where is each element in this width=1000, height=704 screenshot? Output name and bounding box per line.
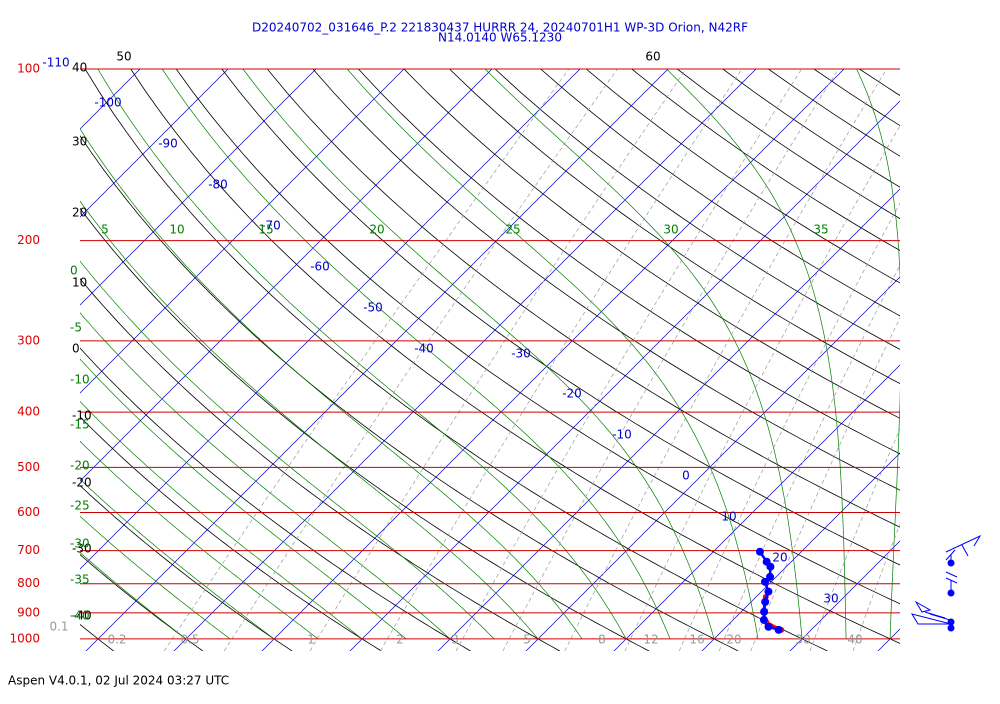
moist-label: -15 (70, 418, 90, 432)
moist-label: -35 (70, 573, 90, 587)
moist-label: -20 (70, 459, 90, 473)
isotherm-label: 0 (682, 469, 690, 483)
isotherm-label: -20 (562, 387, 582, 401)
temperature-point (766, 563, 774, 571)
isotherm-label: -50 (363, 301, 383, 315)
temperature-point (764, 623, 772, 631)
isotherm-label: -40 (414, 342, 434, 356)
pressure-label: 600 (17, 505, 40, 519)
adiabat-label: 10 (72, 276, 87, 290)
temperature-point (761, 598, 769, 606)
moist-label: -5 (70, 321, 82, 335)
temperature-point (760, 608, 768, 616)
moist-label: 15 (258, 223, 273, 237)
mixing-ratio-label: 5 (523, 633, 531, 647)
pressure-label: 200 (17, 233, 40, 247)
moist-label: 20 (369, 223, 384, 237)
pressure-label: 700 (17, 543, 40, 557)
isotherm-label: -100 (94, 96, 121, 110)
adiabat-label: -20 (72, 476, 92, 490)
pressure-label: 400 (17, 405, 40, 419)
moist-label: 0 (70, 264, 78, 278)
barb-dot (948, 590, 954, 596)
mixing-ratio-label: 0.1 (49, 620, 68, 634)
moist-label: 5 (101, 223, 109, 237)
mixing-ratio-label: 1 (307, 633, 315, 647)
mixing-ratio-label: 0.5 (180, 633, 199, 647)
barb-dot (948, 560, 954, 566)
isotherm-label: -90 (158, 137, 178, 151)
mixing-ratio-label: 12 (643, 633, 658, 647)
mixing-ratio-label: 8 (598, 633, 606, 647)
isotherm-label: 30 (823, 592, 838, 606)
isotherm-label: -60 (310, 260, 330, 274)
adiabat-label: 20 (72, 206, 87, 220)
pressure-label: 900 (17, 605, 40, 619)
moist-label: -30 (70, 537, 90, 551)
moist-label: -25 (70, 499, 90, 513)
mixing-ratio-label: 16 (689, 633, 704, 647)
isotherm-label: 10 (721, 510, 736, 524)
adiabat-label: 0 (72, 342, 80, 356)
isotherm-label: -30 (511, 347, 531, 361)
isotherm-label: -80 (208, 178, 228, 192)
mixing-ratio-label: 2 (396, 633, 404, 647)
temperature-point (760, 616, 768, 624)
pressure-label: 100 (17, 62, 40, 76)
mixing-ratio-label: 0.2 (107, 633, 126, 647)
top-tick-label: 60 (645, 50, 660, 64)
top-tick-label: 50 (116, 50, 131, 64)
isotherm-label: -10 (612, 428, 632, 442)
moist-label: 30 (663, 223, 678, 237)
mixing-ratio-label: 3 (451, 633, 459, 647)
chart-subtitle: N14.0140 W65.1230 (438, 31, 562, 45)
moist-label: 25 (505, 223, 520, 237)
moist-label: -10 (70, 373, 90, 387)
temperature-point (775, 626, 783, 634)
moist-label: 10 (169, 223, 184, 237)
adiabat-label: 40 (72, 61, 87, 75)
moist-label: 35 (813, 223, 828, 237)
barb-dot (948, 625, 954, 631)
adiabat-label: 30 (72, 135, 87, 149)
isotherm-label: 20 (772, 551, 787, 565)
moist-label: -40 (70, 609, 90, 623)
pressure-label: 500 (17, 460, 40, 474)
pressure-label: 300 (17, 333, 40, 347)
pressure-label: 1000 (9, 631, 40, 645)
temperature-point (756, 548, 764, 556)
isotherm-label: -110 (42, 56, 69, 70)
temperature-point (761, 578, 769, 586)
mixing-ratio-label: 30 (795, 633, 810, 647)
temperature-point (764, 588, 772, 596)
pressure-label: 800 (17, 576, 40, 590)
barb-dot (948, 619, 954, 625)
mixing-ratio-label: 20 (726, 633, 741, 647)
footer: Aspen V4.0.1, 02 Jul 2024 03:27 UTC (8, 674, 229, 688)
mixing-ratio-label: 40 (847, 633, 862, 647)
